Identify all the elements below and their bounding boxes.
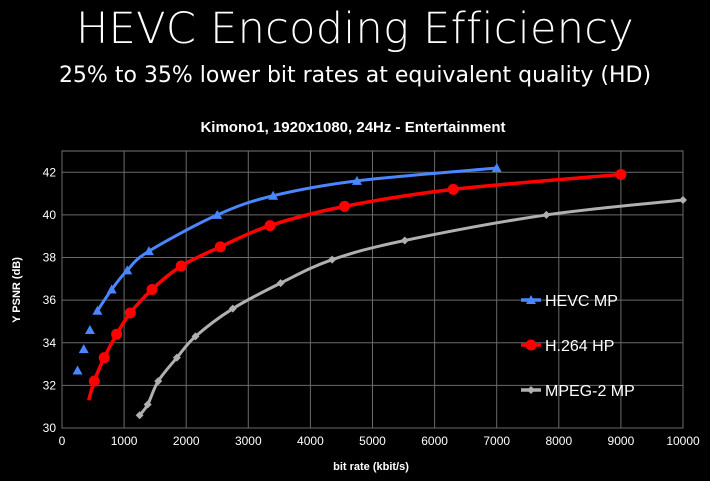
legend-label: H.264 HP [545, 338, 614, 355]
series-h-264-hp [87, 168, 627, 401]
slide-title: HEVC Encoding Efficiency [76, 4, 634, 54]
y-tick-label: 36 [43, 293, 57, 307]
x-tick-label: 5000 [359, 434, 386, 448]
x-tick-label: 9000 [608, 434, 635, 448]
data-point-circle [146, 284, 158, 295]
data-point-triangle [84, 324, 95, 334]
data-point-diamond [191, 332, 200, 341]
data-point-diamond [527, 386, 535, 394]
data-point-circle [264, 220, 276, 232]
slide-subtitle: 25% to 35% lower bit rates at equivalent… [58, 63, 652, 88]
data-point-circle [111, 328, 123, 340]
x-tick-label: 6000 [421, 434, 448, 448]
data-point-triangle [212, 209, 223, 219]
legend-item: MPEG-2 MP [521, 383, 635, 400]
data-point-triangle [491, 163, 502, 173]
x-tick-label: 2000 [173, 434, 200, 448]
data-point-triangle [72, 365, 83, 375]
data-point-circle [447, 183, 459, 195]
y-tick-label: 34 [43, 336, 57, 350]
legend-label: HEVC MP [545, 293, 618, 310]
data-point-circle [98, 352, 110, 364]
x-axis-label: bit rate (kbit/s) [333, 461, 409, 473]
y-tick-label: 40 [43, 208, 57, 222]
data-point-diamond [542, 210, 551, 219]
data-point-triangle [106, 284, 117, 294]
y-axis-label: Y PSNR (dB) [11, 257, 23, 323]
tick-labels: 0 1000 2000 3000 4000 5000 6000 7000 8000 9000 100… [43, 165, 700, 448]
data-point-circle [525, 339, 537, 351]
legend: HEVC MP H.264 HP MPEG-2 MP [521, 293, 635, 400]
x-tick-label: 0 [59, 434, 66, 448]
data-point-circle [175, 260, 187, 272]
data-point-triangle [92, 305, 103, 315]
series-mpeg-2-mp [135, 196, 687, 420]
data-point-diamond [135, 411, 144, 420]
x-tick-label: 4000 [297, 434, 324, 448]
data-point-diamond [276, 279, 285, 288]
legend-item: H.264 HP [521, 338, 614, 355]
series [72, 163, 687, 420]
data-point-triangle [526, 295, 536, 304]
y-tick-label: 30 [43, 421, 57, 435]
data-point-triangle [143, 246, 154, 256]
data-point-circle [88, 375, 100, 387]
x-tick-label: 10000 [666, 434, 700, 448]
data-point-diamond [228, 304, 237, 313]
legend-item: HEVC MP [521, 293, 618, 310]
y-tick-label: 38 [43, 251, 57, 265]
x-tick-label: 3000 [235, 434, 262, 448]
data-point-diamond [400, 236, 409, 245]
legend-label: MPEG-2 MP [545, 383, 635, 400]
data-point-triangle [78, 344, 89, 354]
data-point-diamond [328, 255, 337, 264]
x-tick-label: 1000 [111, 434, 138, 448]
y-tick-label: 32 [43, 378, 57, 392]
data-point-diamond [154, 377, 163, 386]
series-hevc-mp [72, 163, 502, 375]
data-point-diamond [172, 353, 181, 362]
data-point-diamond [679, 196, 687, 205]
data-point-circle [339, 200, 351, 212]
x-tick-label: 8000 [545, 434, 572, 448]
data-point-diamond [143, 400, 152, 409]
data-point-triangle [268, 190, 279, 200]
data-point-circle [615, 168, 627, 180]
data-point-circle [124, 307, 136, 319]
data-point-triangle [122, 265, 133, 275]
x-tick-label: 7000 [483, 434, 510, 448]
chart-title: Kimono1, 1920x1080, 24Hz - Entertainment [200, 119, 505, 136]
data-point-circle [214, 241, 226, 253]
y-tick-label: 42 [43, 165, 57, 179]
data-point-triangle [351, 175, 362, 185]
